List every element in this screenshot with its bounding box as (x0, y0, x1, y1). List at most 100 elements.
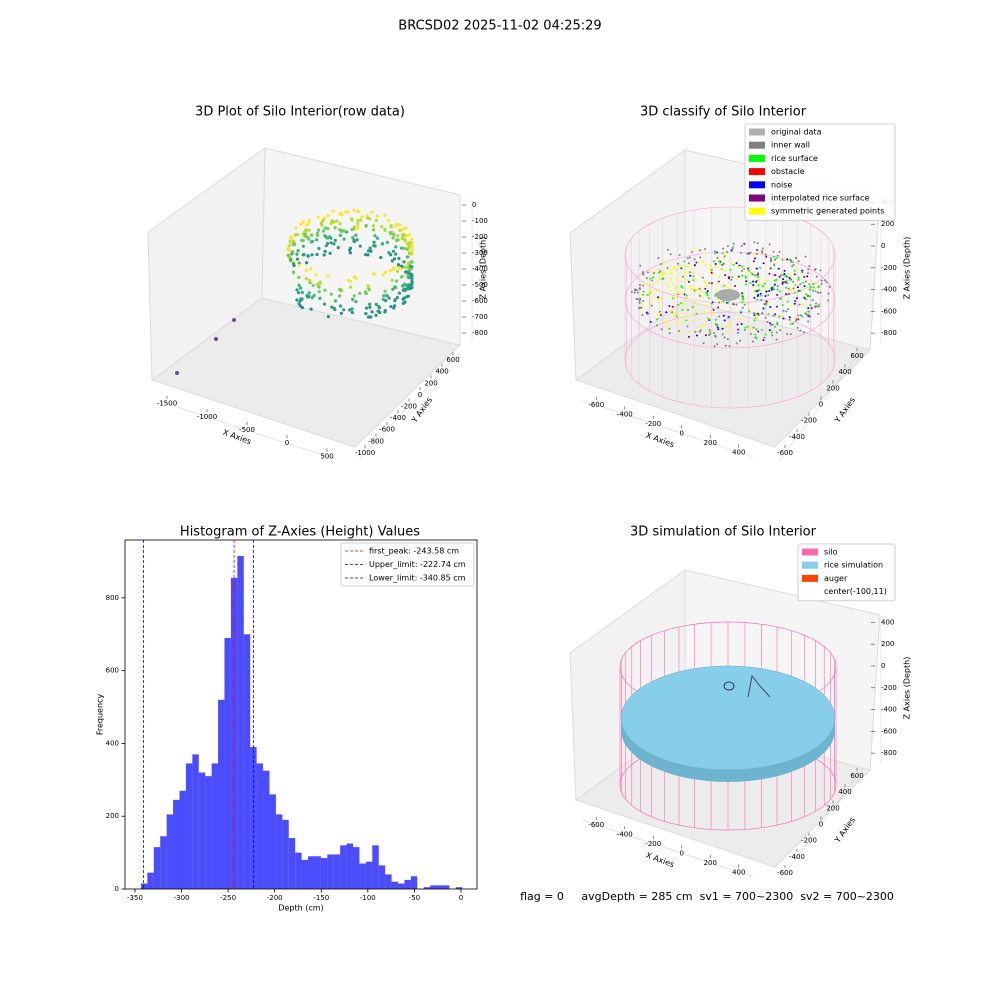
classified-dot (727, 276, 730, 279)
classified-dot (757, 293, 760, 296)
x-tick-label: 0 (285, 439, 289, 447)
classified-dot (811, 299, 814, 302)
classified-dot (693, 264, 696, 267)
classified-dot (772, 250, 775, 253)
classified-dot (642, 291, 645, 294)
classified-dot (704, 311, 707, 314)
x-tick-label: -250 (220, 894, 236, 902)
point-cloud-dot (309, 307, 313, 311)
classified-dot (797, 318, 800, 321)
classified-dot (718, 260, 721, 263)
y-tick-label: -200 (401, 403, 417, 411)
classified-dot (747, 252, 750, 255)
classified-dot (659, 263, 662, 266)
classified-dot (714, 289, 717, 292)
classified-dot (645, 311, 648, 314)
point-cloud-dot (398, 266, 402, 271)
point-cloud-dot (299, 222, 303, 226)
classified-dot (794, 319, 797, 322)
point-cloud-dot (295, 288, 299, 292)
classified-dot (657, 296, 660, 299)
classified-dot (788, 316, 791, 319)
classified-dot (727, 316, 730, 319)
classified-dot (662, 271, 665, 274)
point-cloud-dot (359, 218, 363, 222)
point-cloud-dot (356, 219, 360, 223)
classified-dot (688, 314, 691, 317)
point-cloud-dot (320, 223, 324, 227)
classified-dot (797, 276, 800, 279)
classified-dot (779, 329, 782, 332)
classified-dot (718, 301, 721, 304)
classified-dot (754, 336, 757, 339)
point-cloud-dot (297, 263, 301, 267)
classified-dot (820, 279, 823, 282)
legend-swatch (802, 574, 818, 582)
point-cloud-dot (324, 244, 328, 248)
hist-bar (243, 634, 251, 889)
point-cloud-dot (390, 278, 394, 282)
classified-dot (788, 258, 791, 261)
point-cloud-dot (307, 228, 311, 232)
point-cloud-dot (315, 252, 319, 257)
classified-dot (808, 283, 811, 286)
point-cloud-dot (348, 308, 352, 312)
hist-bar (179, 790, 186, 889)
classified-dot (784, 275, 787, 278)
legend-label: Upper_limit: -222.74 cm (369, 560, 466, 569)
classified-dot (767, 312, 770, 315)
point-cloud-dot (371, 224, 376, 228)
classified-dot (717, 306, 720, 309)
classified-dot (714, 335, 717, 338)
legend-label: original data (771, 128, 822, 137)
classified-dot (778, 275, 781, 278)
hist-bar (237, 556, 244, 889)
classified-dot (709, 308, 712, 311)
classified-dot (820, 282, 823, 285)
point-cloud-dot (403, 238, 407, 242)
classified-dot (690, 288, 693, 291)
classified-dot (789, 289, 792, 292)
point-cloud-dot (402, 260, 406, 264)
point-cloud-dot (401, 227, 406, 231)
legend-label: silo (824, 548, 838, 557)
x-tick-label: -300 (174, 894, 190, 902)
point-cloud-dot (352, 275, 356, 279)
classified-dot (807, 320, 810, 323)
y-tick-label: -200 (801, 837, 817, 845)
z-tick-label: -200 (881, 264, 897, 272)
classified-dot (782, 278, 785, 281)
point-cloud-dot (394, 252, 398, 256)
classified-dot (808, 295, 811, 298)
classified-dot (630, 290, 633, 293)
classified-dot (768, 243, 771, 246)
classified-dot (702, 323, 705, 326)
classified-dot (756, 242, 759, 245)
classified-dot (683, 260, 686, 263)
z-tick-label: -200 (881, 684, 897, 692)
classified-dot (650, 291, 653, 294)
classified-dot (755, 274, 758, 277)
classified-dot (745, 271, 748, 274)
classified-dot (792, 263, 795, 266)
x-tick-label: -500 (239, 426, 255, 434)
classified-dot (766, 320, 769, 323)
classified-dot (743, 242, 746, 245)
classified-dot (680, 292, 683, 295)
point-cloud-dot (288, 243, 292, 247)
y-tick-label: -600 (379, 426, 395, 434)
classified-dot (639, 306, 642, 309)
classified-dot (708, 333, 711, 336)
point-cloud-dot (326, 227, 330, 231)
point-cloud-dot (368, 246, 372, 250)
classified-dot (761, 312, 764, 315)
classified-dot (687, 262, 690, 265)
classified-dot (721, 268, 724, 271)
point-cloud-dot (410, 244, 414, 249)
classified-dot (665, 283, 668, 286)
rice-body (621, 718, 835, 782)
classified-dot (757, 330, 760, 333)
point-cloud-dot (410, 282, 414, 286)
classified-dot (675, 313, 678, 316)
classified-dot (681, 266, 684, 269)
